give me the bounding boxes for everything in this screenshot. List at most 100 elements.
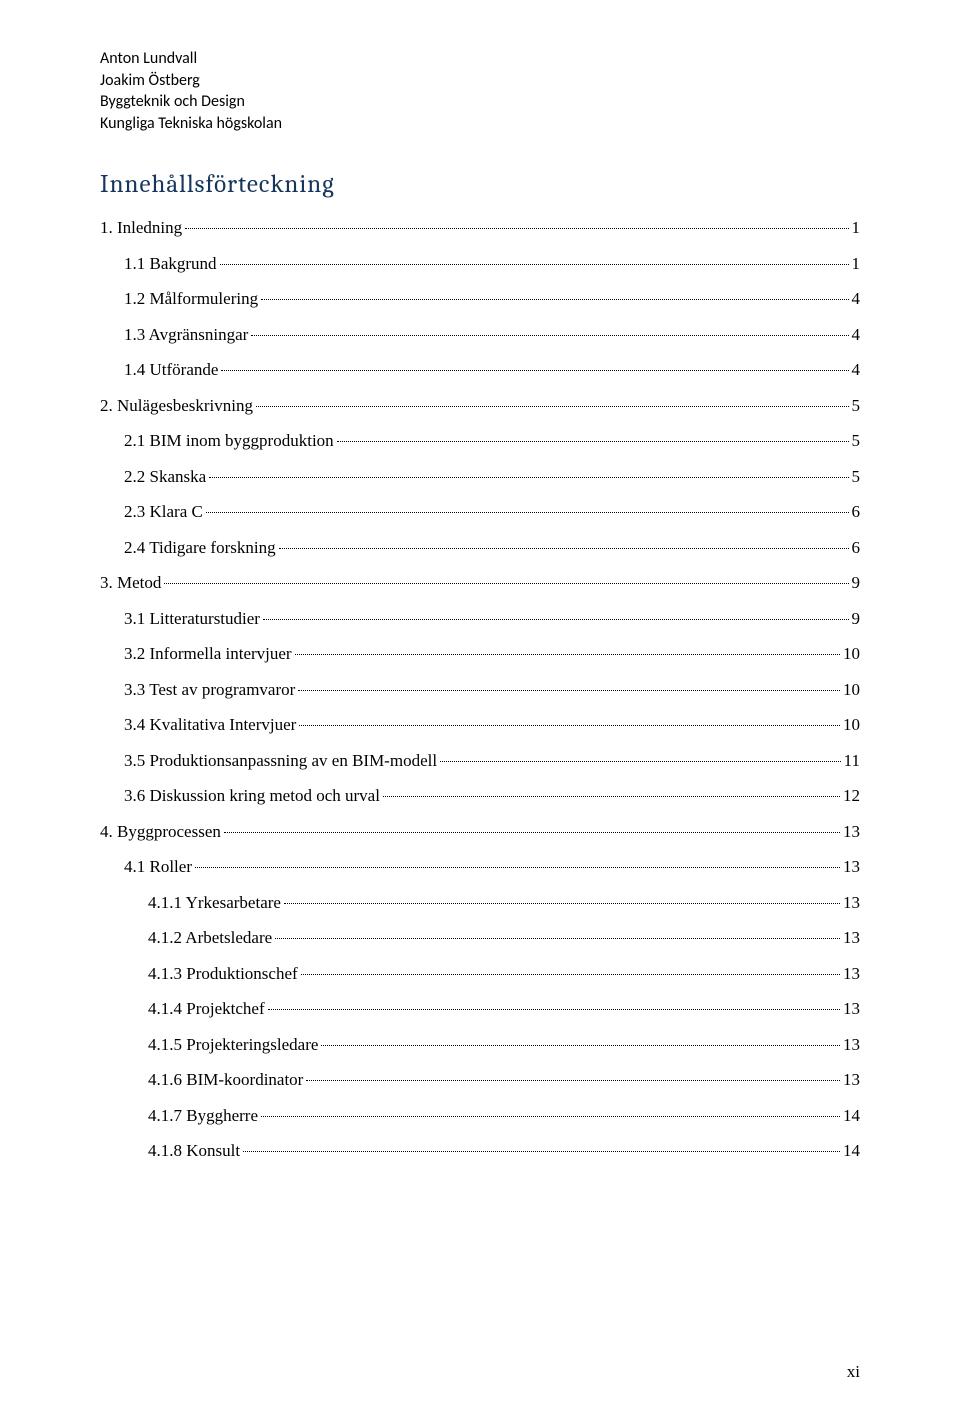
toc-entry: 1.4 Utförande 4	[100, 361, 860, 378]
toc-entry-page: 12	[843, 787, 860, 804]
toc-leader	[206, 512, 849, 513]
toc-entry-label: 4.1.7 Byggherre	[148, 1107, 258, 1124]
toc-entry: 3.6 Diskussion kring metod och urval 12	[100, 787, 860, 804]
toc-leader	[256, 406, 849, 407]
toc-entry-label: 2.1 BIM inom byggproduktion	[124, 432, 334, 449]
toc-entry: 3.1 Litteraturstudier 9	[100, 610, 860, 627]
toc-list: 1. Inledning 11.1 Bakgrund 11.2 Målformu…	[100, 219, 860, 1159]
toc-entry-label: 4.1.1 Yrkesarbetare	[148, 894, 281, 911]
toc-entry-label: 4.1.4 Projektchef	[148, 1000, 265, 1017]
toc-entry-label: 4.1.2 Arbetsledare	[148, 929, 272, 946]
toc-leader	[301, 974, 840, 975]
toc-entry-page: 5	[852, 468, 861, 485]
toc-leader	[261, 299, 848, 300]
page-container: Anton Lundvall Joakim Östberg Byggteknik…	[0, 0, 960, 1418]
toc-entry: 4.1.2 Arbetsledare 13	[100, 929, 860, 946]
document-header: Anton Lundvall Joakim Östberg Byggteknik…	[100, 48, 860, 134]
toc-entry: 1.3 Avgränsningar 4	[100, 326, 860, 343]
toc-leader	[284, 903, 840, 904]
toc-entry-page: 5	[852, 432, 861, 449]
header-line-2: Joakim Östberg	[100, 70, 860, 92]
toc-entry-label: 4.1.3 Produktionschef	[148, 965, 298, 982]
toc-entry-page: 6	[852, 503, 861, 520]
toc-entry-page: 11	[844, 752, 860, 769]
toc-entry-page: 10	[843, 716, 860, 733]
toc-entry-label: 1.3 Avgränsningar	[124, 326, 248, 343]
toc-entry-page: 1	[852, 255, 861, 272]
toc-entry-label: 1. Inledning	[100, 219, 182, 236]
toc-entry: 3.4 Kvalitativa Intervjuer 10	[100, 716, 860, 733]
toc-entry-page: 13	[843, 894, 860, 911]
toc-leader	[440, 761, 841, 762]
toc-entry: 2.1 BIM inom byggproduktion 5	[100, 432, 860, 449]
toc-entry: 4.1.1 Yrkesarbetare 13	[100, 894, 860, 911]
toc-leader	[337, 441, 849, 442]
toc-entry-label: 3.4 Kvalitativa Intervjuer	[124, 716, 296, 733]
toc-entry-page: 13	[843, 1071, 860, 1088]
toc-entry: 4.1.7 Byggherre 14	[100, 1107, 860, 1124]
toc-entry: 4.1.5 Projekteringsledare 13	[100, 1036, 860, 1053]
toc-leader	[306, 1080, 840, 1081]
toc-entry: 1. Inledning 1	[100, 219, 860, 236]
toc-entry-page: 13	[843, 858, 860, 875]
toc-entry-page: 9	[852, 574, 861, 591]
toc-leader	[224, 832, 840, 833]
toc-entry-label: 3.6 Diskussion kring metod och urval	[124, 787, 380, 804]
toc-leader	[185, 228, 848, 229]
toc-entry-page: 9	[852, 610, 861, 627]
toc-leader	[195, 867, 840, 868]
toc-leader	[164, 583, 848, 584]
toc-entry-label: 2.2 Skanska	[124, 468, 206, 485]
toc-leader	[243, 1151, 840, 1152]
toc-entry-page: 13	[843, 965, 860, 982]
toc-entry: 2.4 Tidigare forskning 6	[100, 539, 860, 556]
toc-entry: 2.3 Klara C 6	[100, 503, 860, 520]
toc-entry-page: 4	[852, 326, 861, 343]
toc-entry-label: 3.2 Informella intervjuer	[124, 645, 292, 662]
toc-leader	[299, 725, 840, 726]
header-line-1: Anton Lundvall	[100, 48, 860, 70]
toc-entry-label: 4.1.6 BIM-koordinator	[148, 1071, 303, 1088]
toc-entry-page: 13	[843, 1036, 860, 1053]
toc-entry: 4.1.4 Projektchef 13	[100, 1000, 860, 1017]
toc-entry-page: 10	[843, 645, 860, 662]
toc-entry: 3.3 Test av programvaror 10	[100, 681, 860, 698]
page-number: xi	[847, 1362, 860, 1382]
toc-entry: 3. Metod 9	[100, 574, 860, 591]
toc-entry-label: 1.4 Utförande	[124, 361, 218, 378]
toc-entry-page: 5	[852, 397, 861, 414]
toc-entry: 2. Nulägesbeskrivning 5	[100, 397, 860, 414]
toc-leader	[268, 1009, 840, 1010]
toc-entry: 4.1.3 Produktionschef 13	[100, 965, 860, 982]
toc-leader	[295, 654, 840, 655]
toc-leader	[321, 1045, 840, 1046]
toc-entry-page: 13	[843, 929, 860, 946]
toc-entry-page: 4	[852, 290, 861, 307]
toc-entry-label: 2.4 Tidigare forskning	[124, 539, 276, 556]
toc-entry-page: 4	[852, 361, 861, 378]
toc-leader	[221, 370, 848, 371]
toc-entry: 2.2 Skanska 5	[100, 468, 860, 485]
toc-entry-label: 4.1 Roller	[124, 858, 192, 875]
toc-title: Innehållsförteckning	[100, 170, 860, 199]
toc-entry-page: 13	[843, 823, 860, 840]
toc-leader	[220, 264, 849, 265]
toc-entry-page: 10	[843, 681, 860, 698]
toc-entry-label: 1.1 Bakgrund	[124, 255, 217, 272]
toc-entry: 1.2 Målformulering 4	[100, 290, 860, 307]
toc-entry: 4. Byggprocessen 13	[100, 823, 860, 840]
header-line-3: Byggteknik och Design	[100, 91, 860, 113]
toc-entry-label: 2. Nulägesbeskrivning	[100, 397, 253, 414]
toc-entry: 4.1 Roller 13	[100, 858, 860, 875]
toc-entry: 1.1 Bakgrund 1	[100, 255, 860, 272]
toc-entry-page: 13	[843, 1000, 860, 1017]
toc-entry: 4.1.6 BIM-koordinator 13	[100, 1071, 860, 1088]
toc-entry-label: 3.3 Test av programvaror	[124, 681, 295, 698]
toc-entry-page: 14	[843, 1142, 860, 1159]
toc-entry-label: 4.1.8 Konsult	[148, 1142, 240, 1159]
toc-entry-label: 3. Metod	[100, 574, 161, 591]
toc-leader	[251, 335, 848, 336]
toc-leader	[261, 1116, 840, 1117]
toc-leader	[209, 477, 848, 478]
toc-entry-label: 4.1.5 Projekteringsledare	[148, 1036, 318, 1053]
